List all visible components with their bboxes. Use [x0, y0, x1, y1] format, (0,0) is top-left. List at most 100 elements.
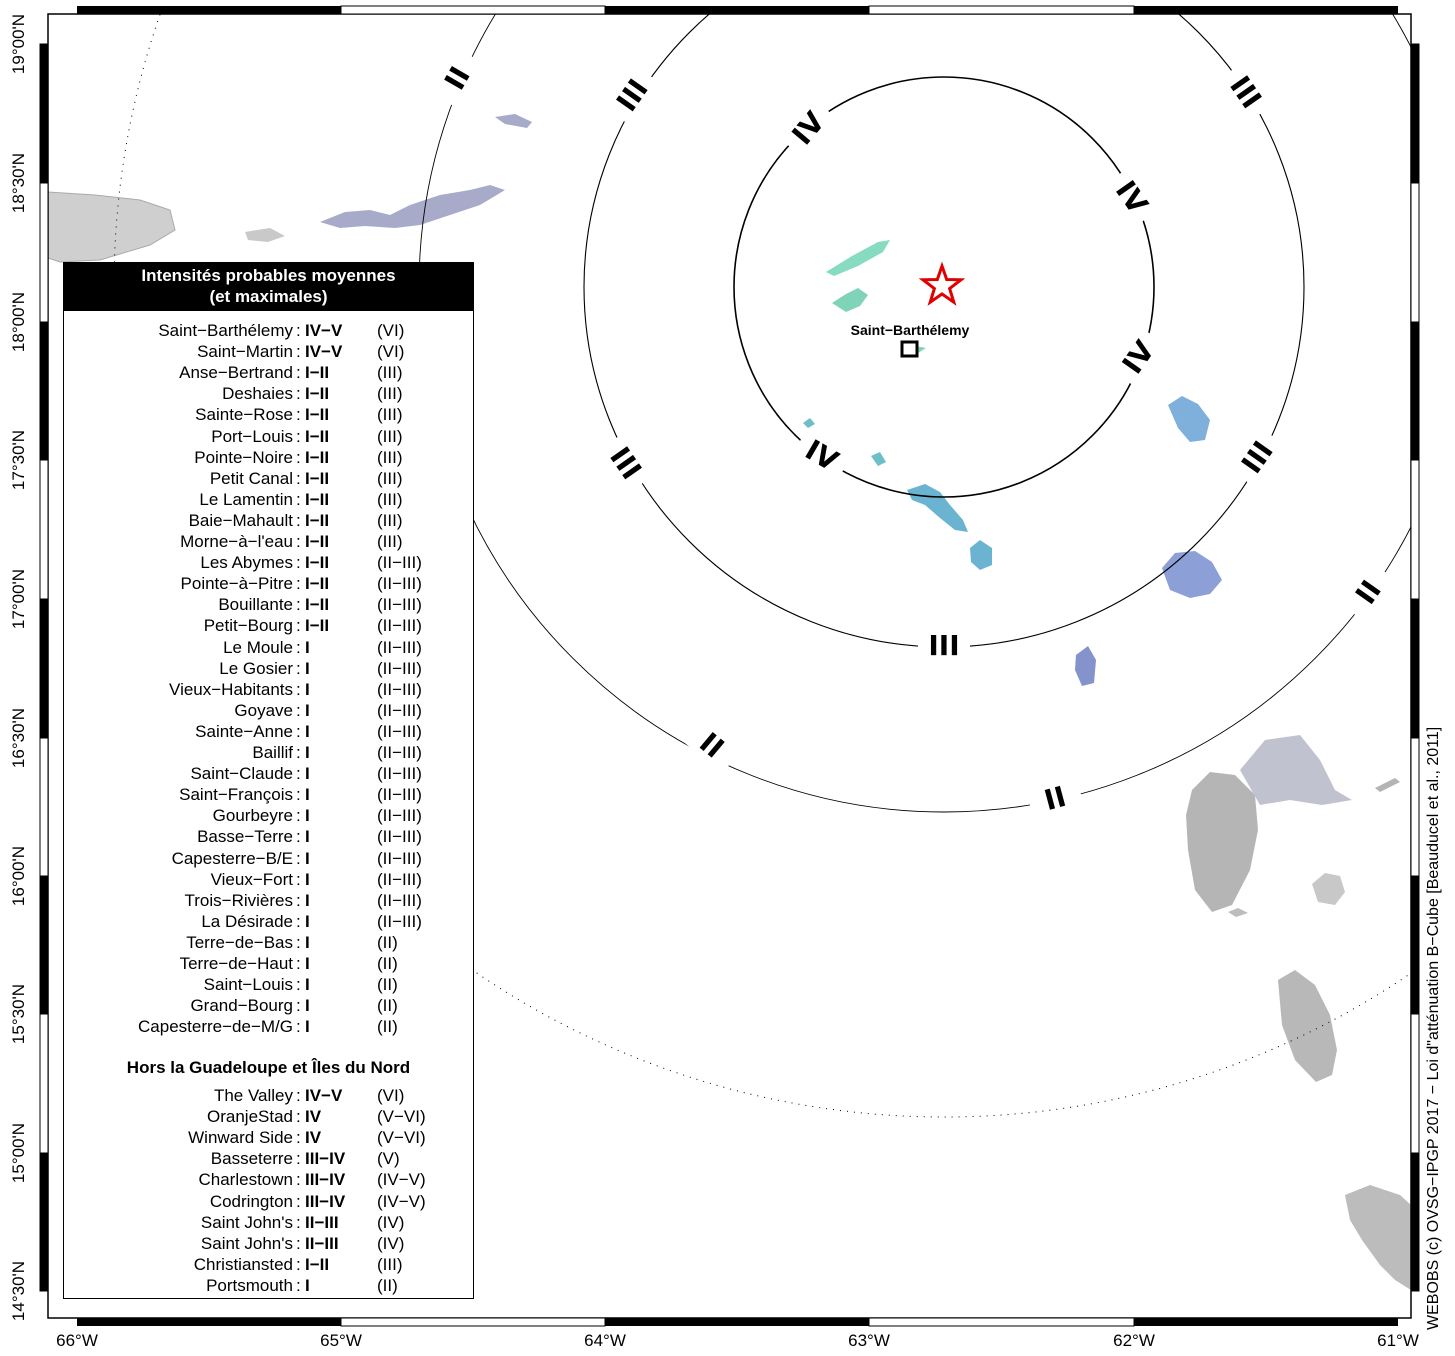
legend-row: Saint−François: I (II−III) — [64, 784, 473, 805]
legend-row-name: Winward Side — [188, 1128, 293, 1148]
frame-bar-left — [39, 182, 49, 323]
legend-row-separator: : — [296, 1275, 301, 1295]
legend-row-separator: : — [296, 405, 301, 425]
legend-row-max: (II) — [377, 975, 398, 995]
ring-label-mask — [597, 432, 655, 494]
legend-row-mean: I−II — [305, 595, 330, 615]
island-dominica — [1278, 970, 1337, 1082]
legend-row-separator: : — [296, 890, 301, 910]
legend-row-max: (II−III) — [377, 827, 422, 847]
legend-row-mean: III−IV — [305, 1191, 346, 1211]
legend-row-max: (III) — [377, 363, 403, 383]
ring-label-mask — [1109, 326, 1167, 388]
legend-row-name: Baillif — [252, 743, 293, 762]
legend-row: Le Moule: I (II−III) — [64, 637, 473, 658]
legend-row-name: Saint John's — [200, 1212, 293, 1232]
island-antigua — [1162, 551, 1222, 598]
frame-bar-bottom — [1134, 1318, 1398, 1326]
legend-row-mean: I — [305, 1275, 310, 1295]
legend-row: Port−Louis: I−II (III) — [64, 426, 473, 447]
legend-row: Petit−Bourg: I−II (II−III) — [64, 615, 473, 636]
legend-row-separator: : — [296, 1017, 301, 1037]
legend-row-mean: I — [305, 637, 310, 657]
legend-row: Pointe−Noire: I−II (III) — [64, 447, 473, 468]
latitude-tick-label: 16°30'N — [9, 708, 28, 768]
frame-bar-right — [1410, 321, 1420, 461]
legend-row-separator: : — [296, 764, 301, 784]
legend-row-max: (II) — [377, 1275, 398, 1295]
legend-row-max: (II−III) — [377, 574, 422, 594]
legend-row-mean: IV−V — [305, 1086, 343, 1105]
intensity-legend: Intensités probables moyennes (et maxima… — [63, 262, 474, 1299]
legend-row-name: Deshaies — [222, 384, 293, 404]
legend-row-separator: : — [296, 616, 301, 636]
legend-row: The Valley: IV−V (VI) — [64, 1085, 473, 1106]
legend-row: Vieux−Habitants: I (II−III) — [64, 679, 473, 700]
legend-row-mean: I−II — [305, 553, 330, 573]
legend-row: Saint−Barthélemy: IV−V (VI) — [64, 320, 473, 341]
legend-row-mean: I — [305, 869, 310, 889]
island-anegada — [495, 114, 532, 128]
frame-bar-left — [39, 321, 49, 461]
island-grande-terre — [1240, 735, 1352, 805]
legend-row-max: (III) — [377, 1254, 403, 1274]
island-la-desirade — [1375, 778, 1400, 792]
legend-row-separator: : — [296, 743, 301, 762]
island-sint-eustatius — [871, 452, 886, 466]
latitude-tick-label: 14°30'N — [9, 1261, 28, 1321]
legend-row-separator: : — [296, 574, 301, 594]
latitude-tick-label: 17°30'N — [9, 430, 28, 490]
frame-bar-right — [1410, 598, 1420, 739]
legend-row-mean: I−II — [305, 426, 330, 446]
ring-label-mask — [918, 629, 970, 661]
legend-row-mean: I — [305, 658, 310, 678]
island-les-saintes — [1228, 908, 1248, 917]
map-frame — [39, 5, 1420, 1327]
legend-row-separator: : — [296, 721, 301, 741]
legend-row-mean: I — [305, 932, 310, 952]
legend-row: Terre−de−Bas: I (II) — [64, 932, 473, 953]
island-relief-layer — [48, 114, 1411, 1290]
legend-row-separator: : — [296, 1086, 301, 1105]
frame-bar-top — [77, 6, 341, 14]
island-marie-galante — [1312, 873, 1345, 905]
legend-row: Trois−Rivières: I (II−III) — [64, 890, 473, 911]
legend-row-max: (VI) — [377, 342, 405, 362]
latitude-tick-label: 17°00'N — [9, 569, 28, 629]
legend-row-max: (II) — [377, 954, 398, 973]
legend-row-name: La Désirade — [201, 911, 293, 931]
legend-row: Saint John's: II−III (IV) — [64, 1233, 473, 1254]
legend-row: Terre−de−Haut: I (II) — [64, 953, 473, 974]
legend-row-name: Saint John's — [200, 1233, 293, 1253]
island-barbuda — [1168, 396, 1210, 442]
legend-row-mean: III−IV — [305, 1149, 346, 1169]
island-martinique — [1345, 1185, 1411, 1290]
legend-row-mean: I−II — [305, 489, 330, 509]
legend-row-name: Portsmouth — [206, 1275, 293, 1295]
legend-row-name: OranjeStad — [207, 1107, 293, 1127]
legend-row-name: Saint−Louis — [203, 975, 293, 995]
legend-row-max: (II−III) — [377, 785, 422, 805]
legend-row: Bouillante: I−II (II−III) — [64, 594, 473, 615]
legend-title-line1: Intensités probables moyennes — [141, 266, 396, 285]
legend-row-max: (III) — [377, 384, 403, 404]
legend-row: La Désirade: I (II−III) — [64, 911, 473, 932]
legend-row: Deshaies: I−II (III) — [64, 383, 473, 404]
legend-row-separator: : — [296, 321, 301, 340]
island-vieques — [245, 228, 285, 242]
legend-row-mean: I — [305, 975, 310, 995]
legend-row-max: (II−III) — [377, 890, 422, 910]
legend-row-max: (II−III) — [377, 911, 422, 931]
legend-row-separator: : — [296, 447, 301, 467]
frame-bar-right — [1410, 875, 1420, 1015]
legend-row: Capesterre−B/E: I (II−III) — [64, 848, 473, 869]
legend-row: Sainte−Anne: I (II−III) — [64, 721, 473, 742]
legend-row: Portsmouth: I (II) — [64, 1275, 473, 1296]
legend-row-name: Bouillante — [218, 595, 293, 615]
frame-bar-left — [39, 737, 49, 877]
legend-row-max: (II−III) — [377, 764, 422, 784]
legend-row: Baillif: I (II−III) — [64, 742, 473, 763]
longitude-tick-label: 62°W — [1113, 1331, 1155, 1350]
